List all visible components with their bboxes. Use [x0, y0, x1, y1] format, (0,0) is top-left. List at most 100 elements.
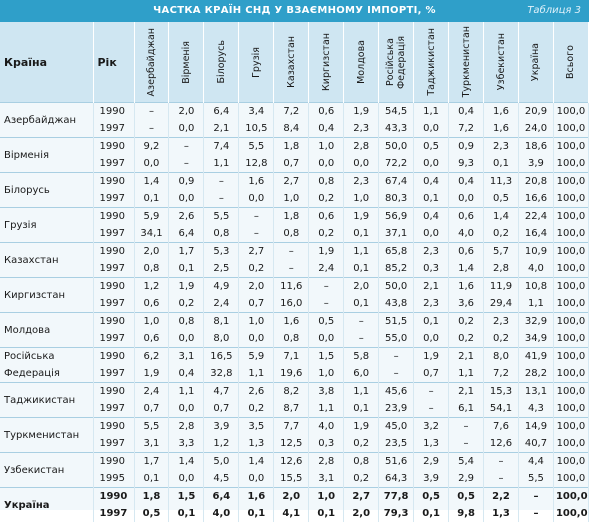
value-cell: 100,0: [553, 260, 588, 278]
title-bar: ЧАСТКА КРАЇН СНД У ВЗАЄМНОМУ ІМПОРТІ, % …: [0, 0, 589, 22]
column-header-text: Таджикистан: [426, 28, 437, 96]
year-cell: 1997: [93, 260, 134, 278]
value-cell: 6,4: [169, 225, 204, 243]
value-cell: 100,0: [553, 418, 588, 436]
value-cell: –: [484, 470, 519, 488]
value-cell: 20,8: [518, 173, 553, 191]
value-cell: 7,7: [274, 418, 309, 436]
value-cell: –: [379, 348, 414, 366]
value-cell: 100,0: [553, 313, 588, 331]
value-cell: 100,0: [553, 155, 588, 173]
value-cell: 2,0: [274, 488, 309, 506]
value-cell: 1,4: [239, 453, 274, 471]
value-cell: 100,0: [553, 435, 588, 453]
value-cell: 100,0: [553, 120, 588, 138]
value-cell: –: [134, 103, 169, 121]
value-cell: –: [344, 313, 379, 331]
value-cell: 1,0: [239, 313, 274, 331]
value-cell: 65,8: [379, 243, 414, 261]
value-cell: –: [484, 453, 519, 471]
value-cell: 1,8: [274, 138, 309, 156]
value-cell: 2,8: [484, 260, 519, 278]
value-cell: 0,7: [414, 365, 449, 383]
value-cell: 1,0: [309, 138, 344, 156]
value-cell: 14,9: [518, 418, 553, 436]
value-cell: 11,9: [484, 278, 519, 296]
value-cell: 100,0: [553, 278, 588, 296]
value-cell: 0,2: [484, 330, 519, 348]
column-header: Киргизстан: [309, 22, 344, 103]
value-cell: 1,1: [449, 365, 484, 383]
value-cell: 100,0: [553, 295, 588, 313]
value-cell: 2,1: [414, 278, 449, 296]
table-label: Таблиця 3: [527, 0, 581, 22]
value-cell: 100,0: [553, 330, 588, 348]
value-cell: –: [274, 243, 309, 261]
value-cell: 1,1: [309, 400, 344, 418]
value-cell: 0,2: [309, 190, 344, 208]
title: ЧАСТКА КРАЇН СНД У ВЗАЄМНОМУ ІМПОРТІ, %: [0, 0, 589, 22]
year-cell: 1990: [93, 103, 134, 121]
value-cell: 100,0: [553, 470, 588, 488]
country-cell: Таджикистан: [0, 383, 93, 418]
value-cell: 0,5: [134, 505, 169, 522]
year-cell: 1990: [93, 243, 134, 261]
column-header-text: Грузія: [251, 47, 262, 78]
value-cell: 0,4: [309, 120, 344, 138]
value-cell: 3,1: [169, 348, 204, 366]
country-cell: Білорусь: [0, 173, 93, 208]
value-cell: 8,7: [274, 400, 309, 418]
value-cell: 2,3: [414, 295, 449, 313]
country-cell: Азербайджан: [0, 103, 93, 138]
value-cell: 0,8: [134, 260, 169, 278]
value-cell: 0,6: [449, 208, 484, 226]
value-cell: 0,2: [344, 435, 379, 453]
value-cell: 56,9: [379, 208, 414, 226]
value-cell: 100,0: [553, 208, 588, 226]
column-header: Таджикистан: [414, 22, 449, 103]
value-cell: 1,0: [134, 313, 169, 331]
value-cell: 3,9: [204, 418, 239, 436]
year-cell: 1990: [93, 383, 134, 401]
value-cell: 19,6: [274, 365, 309, 383]
value-cell: 2,0: [344, 505, 379, 522]
country-cell: Молдова: [0, 313, 93, 348]
value-cell: 51,6: [379, 453, 414, 471]
value-cell: 0,8: [204, 225, 239, 243]
value-cell: 3,5: [239, 418, 274, 436]
value-cell: 29,4: [484, 295, 519, 313]
value-cell: 5,5: [204, 208, 239, 226]
value-cell: 24,0: [518, 120, 553, 138]
value-cell: 2,8: [169, 418, 204, 436]
value-cell: –: [518, 505, 553, 522]
value-cell: 0,0: [309, 155, 344, 173]
value-cell: 0,0: [414, 225, 449, 243]
value-cell: 16,5: [204, 348, 239, 366]
value-cell: 40,7: [518, 435, 553, 453]
column-header-text: Туркменистан: [461, 26, 472, 97]
value-cell: 0,2: [239, 400, 274, 418]
value-cell: 3,8: [309, 383, 344, 401]
value-cell: –: [134, 120, 169, 138]
value-cell: 2,4: [204, 295, 239, 313]
value-cell: 79,3: [379, 505, 414, 522]
value-cell: 1,1: [204, 155, 239, 173]
value-cell: 1,9: [169, 278, 204, 296]
value-cell: 7,6: [484, 418, 519, 436]
value-cell: 2,2: [484, 488, 519, 506]
value-cell: 0,4: [169, 365, 204, 383]
value-cell: 0,9: [169, 173, 204, 191]
value-cell: 3,2: [414, 418, 449, 436]
value-cell: 22,4: [518, 208, 553, 226]
value-cell: 77,8: [379, 488, 414, 506]
value-cell: 7,4: [204, 138, 239, 156]
country-cell: Вірменія: [0, 138, 93, 173]
value-cell: 1,9: [414, 348, 449, 366]
column-header: Азербайджан: [134, 22, 169, 103]
value-cell: 0,2: [239, 260, 274, 278]
value-cell: 0,8: [309, 173, 344, 191]
